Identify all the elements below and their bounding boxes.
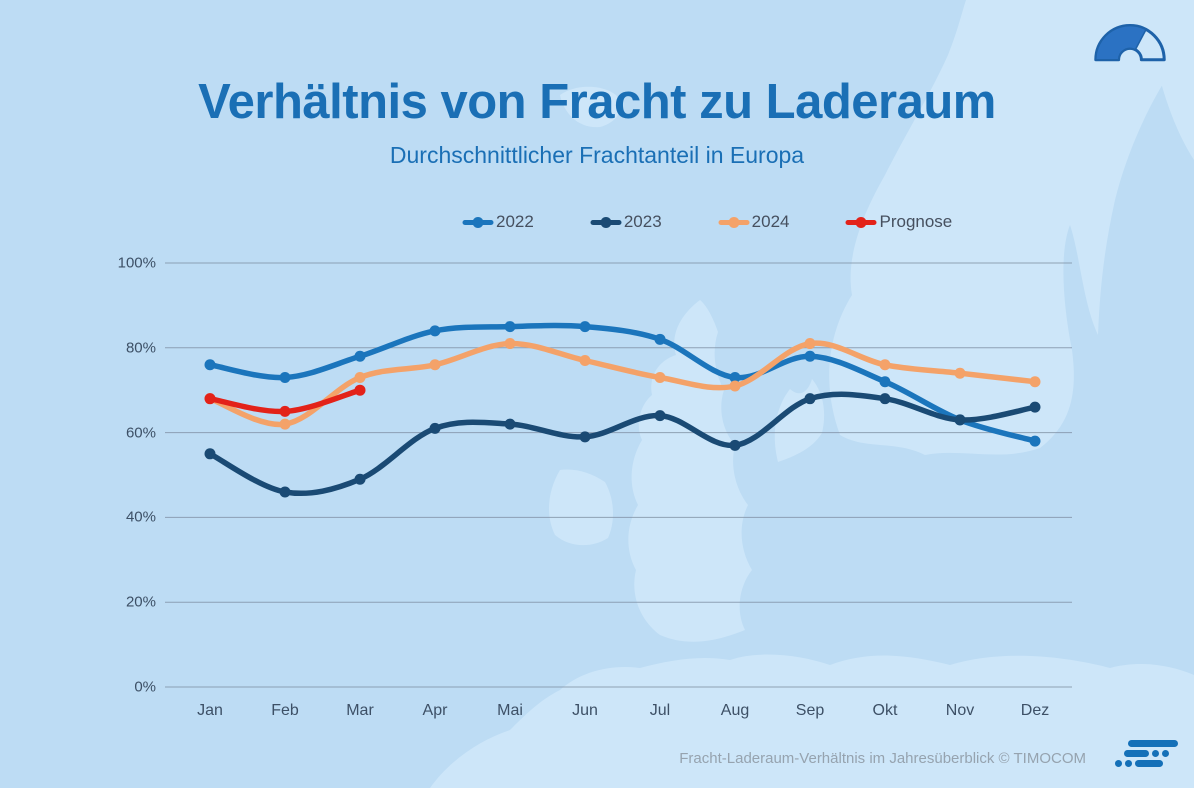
data-point-2022 <box>729 371 741 383</box>
data-point-2023 <box>654 410 666 422</box>
data-point-2022 <box>654 333 666 345</box>
data-point-2023 <box>579 431 591 443</box>
logo-bar <box>1124 750 1149 757</box>
y-axis-label: 20% <box>125 593 156 611</box>
legend-label: Prognose <box>879 212 953 231</box>
data-point-prognose <box>204 393 216 405</box>
data-point-2024 <box>504 338 516 350</box>
x-axis-label: Jun <box>572 702 598 719</box>
y-axis-label: 100% <box>117 254 156 272</box>
data-point-2023 <box>354 473 366 485</box>
x-axis-label: Mar <box>346 702 374 719</box>
x-axis-label: Dez <box>1020 702 1050 719</box>
x-axis-label: Feb <box>271 702 299 719</box>
x-axis-label: Sep <box>795 702 825 719</box>
chart-legend: 2022 2023 2024 Prognose <box>462 212 952 232</box>
series-line-2024 <box>207 340 1038 428</box>
data-point-2024 <box>354 371 366 383</box>
data-point-2022 <box>279 371 291 383</box>
logo-bar <box>1135 760 1163 767</box>
data-point-2024 <box>954 367 966 379</box>
legend-label: 2024 <box>751 212 790 231</box>
data-point-2023 <box>429 422 441 434</box>
logo-dot <box>1162 750 1169 757</box>
x-axis-label: Jul <box>649 702 671 719</box>
data-point-2023 <box>804 393 816 405</box>
data-point-2022 <box>429 325 441 337</box>
data-point-2022 <box>354 350 366 362</box>
data-point-2023 <box>954 414 966 426</box>
data-point-2024 <box>654 371 666 383</box>
logo-dot <box>1125 760 1132 767</box>
y-axis-label: 60% <box>125 424 156 442</box>
data-point-2024 <box>1029 376 1041 388</box>
x-axis-label: Jan <box>197 702 223 719</box>
data-point-2024 <box>429 359 441 371</box>
legend-marker-icon <box>590 216 622 228</box>
data-point-2022 <box>579 321 591 333</box>
logo-dot <box>1115 760 1122 767</box>
data-point-2022 <box>1029 435 1041 447</box>
legend-item-prognose: Prognose <box>845 212 952 232</box>
data-point-2022 <box>879 376 891 388</box>
data-point-2022 <box>504 321 516 333</box>
logo-dot <box>1152 750 1159 757</box>
y-axis-label: 0% <box>134 678 156 696</box>
footer-caption: Fracht-Laderaum-Verhältnis im Jahresüber… <box>679 750 1086 767</box>
legend-label: 2023 <box>623 212 662 231</box>
legend-item-2022: 2022 <box>462 212 534 232</box>
x-axis-label: Mai <box>497 702 523 719</box>
y-axis-label: 80% <box>125 339 156 357</box>
data-point-2022 <box>204 359 216 371</box>
data-point-2024 <box>279 418 291 430</box>
data-point-prognose <box>279 405 291 417</box>
legend-marker-icon <box>845 216 877 228</box>
data-point-2023 <box>1029 401 1041 413</box>
x-axis-label: Nov <box>945 702 975 719</box>
data-point-2024 <box>579 355 591 367</box>
logo-bar <box>1128 740 1178 747</box>
data-point-2023 <box>504 418 516 430</box>
page-title: Verhältnis von Fracht zu Laderaum <box>198 75 996 129</box>
legend-label: 2022 <box>496 212 534 231</box>
data-point-2023 <box>279 486 291 498</box>
gauge-barometer-icon <box>1094 24 1166 62</box>
data-point-prognose <box>354 384 366 396</box>
x-axis-label: Apr <box>422 702 448 719</box>
data-point-2023 <box>879 393 891 405</box>
timocom-logo <box>1115 740 1178 767</box>
page-subtitle: Durchschnittlicher Frachtanteil in Europ… <box>389 142 805 168</box>
x-axis-label: Aug <box>720 702 750 719</box>
legend-marker-icon <box>718 216 750 228</box>
legend-item-2023: 2023 <box>590 212 662 232</box>
y-axis-label: 40% <box>125 508 156 526</box>
legend-item-2024: 2024 <box>718 212 790 232</box>
data-point-2024 <box>879 359 891 371</box>
x-axis-label: Okt <box>872 702 898 719</box>
legend-marker-icon <box>462 216 494 228</box>
data-point-2024 <box>804 338 816 350</box>
data-point-2023 <box>729 439 741 451</box>
data-point-2023 <box>204 448 216 460</box>
data-point-2024 <box>729 380 741 392</box>
data-point-2022 <box>804 350 816 362</box>
series-line-2023 <box>207 391 1038 497</box>
